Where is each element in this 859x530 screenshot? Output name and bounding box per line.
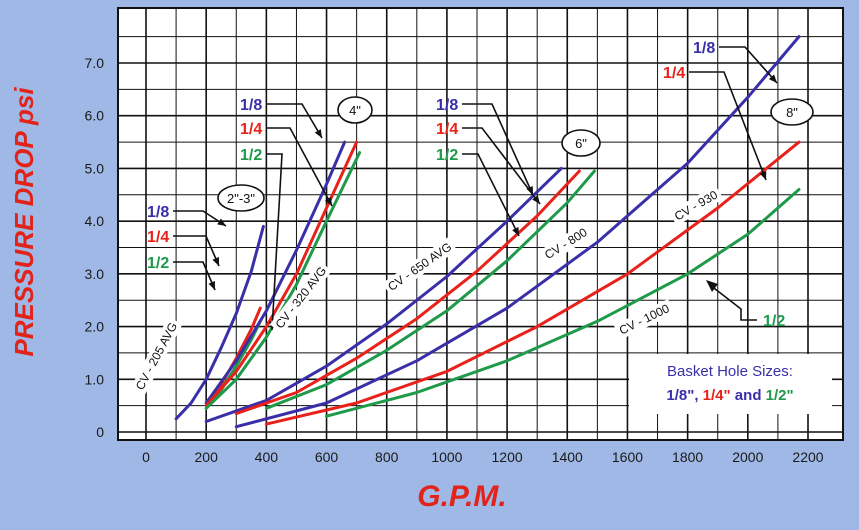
y-tick-label: 3.0 — [85, 266, 105, 282]
size-badge — [217, 184, 265, 212]
size-badge — [561, 129, 601, 157]
x-tick-label: 1600 — [612, 449, 643, 465]
arrow-head — [759, 171, 767, 180]
hole-label: 1/2 — [436, 147, 458, 164]
x-tick-label: 1800 — [672, 449, 703, 465]
hole-label: 1/2 — [763, 313, 785, 330]
callouts: 1/8 1/4 1/2 2"-3" 1/8 1/4 1/2 4" 1/8 1/4 1/2 6" 1/8 1… — [147, 40, 814, 331]
legend-item: 1/2" — [766, 387, 794, 404]
arrow-head — [532, 195, 540, 204]
legend-box — [629, 354, 832, 414]
series-line-2-1-2 — [264, 169, 596, 410]
x-tick-label: 1400 — [552, 449, 583, 465]
leader-line — [173, 210, 227, 227]
legend-joiner: and — [731, 387, 766, 404]
series-line-2-1-8 — [204, 166, 563, 423]
y-tick-labels: 0 1.0 2.0 3.0 4.0 5.0 6.0 7.0 — [85, 55, 105, 440]
x-tick-label: 800 — [375, 449, 399, 465]
legend-title: Basket Hole Sizes: — [667, 363, 793, 380]
hole-label: 1/2 — [240, 147, 262, 164]
series-line-3-1-4 — [264, 140, 801, 426]
x-tick-label: 600 — [315, 449, 339, 465]
size-badge-label: 6" — [575, 136, 587, 151]
y-tick-label: 5.0 — [85, 160, 105, 176]
arrow-head — [217, 218, 226, 226]
arrow-head — [706, 280, 718, 292]
series-line-3-1-2 — [325, 188, 801, 418]
x-tick-label: 400 — [255, 449, 279, 465]
cv-label-bg — [269, 260, 332, 335]
plot-border — [117, 7, 844, 441]
size-badge-label: 8" — [786, 105, 798, 120]
y-tick-label: 7.0 — [85, 55, 105, 71]
hole-label: 1/4 — [240, 121, 262, 138]
leader-line — [266, 103, 323, 139]
hole-label: 1/2 — [147, 255, 169, 272]
hole-label: 1/8 — [147, 204, 169, 221]
y-tick-label: 0 — [96, 424, 104, 440]
arrow-head — [314, 129, 322, 138]
y-tick-label: 6.0 — [85, 108, 105, 124]
legend-item: 1/8" — [666, 387, 694, 404]
leader-line — [173, 235, 220, 267]
cv-label-bg — [382, 237, 458, 297]
cv-label-bg — [613, 298, 676, 340]
arrow-head — [212, 257, 219, 266]
leader-line — [266, 153, 283, 331]
x-tick-label: 2000 — [732, 449, 763, 465]
hole-label: 1/4 — [147, 229, 169, 246]
size-badge-label: 2"-3" — [227, 191, 255, 206]
hole-label: 1/8 — [240, 97, 262, 114]
leader-line — [462, 127, 541, 205]
legend: Basket Hole Sizes: 1/8", 1/4" and 1/2" — [629, 354, 832, 414]
arrow-head — [768, 74, 777, 83]
leader-line — [709, 284, 757, 321]
hole-label: 1/8 — [436, 97, 458, 114]
y-tick-label: 1.0 — [85, 371, 105, 387]
leader-line — [462, 153, 520, 237]
leader-line — [462, 103, 534, 196]
hole-label: 1/4 — [663, 65, 685, 82]
y-tick-label: 4.0 — [85, 213, 105, 229]
x-axis-label: G.P.M. — [417, 480, 506, 513]
x-tick-label: 2200 — [792, 449, 823, 465]
x-tick-label: 1000 — [431, 449, 462, 465]
hole-label: 1/8 — [693, 40, 715, 57]
y-tick-label: 2.0 — [85, 319, 105, 335]
legend-items: 1/8", 1/4" and 1/2" — [666, 387, 793, 404]
cv-label-bg — [130, 316, 183, 396]
arrow-head — [512, 227, 519, 236]
cv-label-bg — [668, 185, 724, 226]
leader-line — [266, 127, 333, 207]
x-tick-label: 200 — [195, 449, 219, 465]
leader-line — [719, 46, 778, 84]
hole-label: 1/4 — [436, 121, 458, 138]
series-line-1-1-4 — [204, 140, 359, 408]
series-line-1-1-8 — [204, 140, 347, 405]
curves — [174, 35, 801, 429]
leader-line — [173, 261, 216, 291]
x-tick-label: 0 — [142, 449, 150, 465]
legend-joiner: , — [694, 387, 702, 404]
cv-label-bg — [539, 222, 594, 265]
size-badge-label: 4" — [349, 103, 361, 118]
legend-item: 1/4" — [703, 387, 731, 404]
x-tick-label: 1200 — [492, 449, 523, 465]
series-line-0-1-8 — [174, 224, 265, 421]
series-line-2-1-4 — [234, 169, 581, 416]
arrow-head — [208, 281, 215, 290]
arrow-head — [324, 197, 332, 206]
size-badge — [770, 98, 814, 126]
size-badge — [337, 96, 373, 124]
leader-line — [689, 71, 767, 181]
x-tick-labels: 0 200 400 600 800 1000 1200 1400 1600 1800 2000 220… — [142, 449, 824, 465]
y-axis-label: PRESSURE DROP psi — [9, 87, 39, 357]
